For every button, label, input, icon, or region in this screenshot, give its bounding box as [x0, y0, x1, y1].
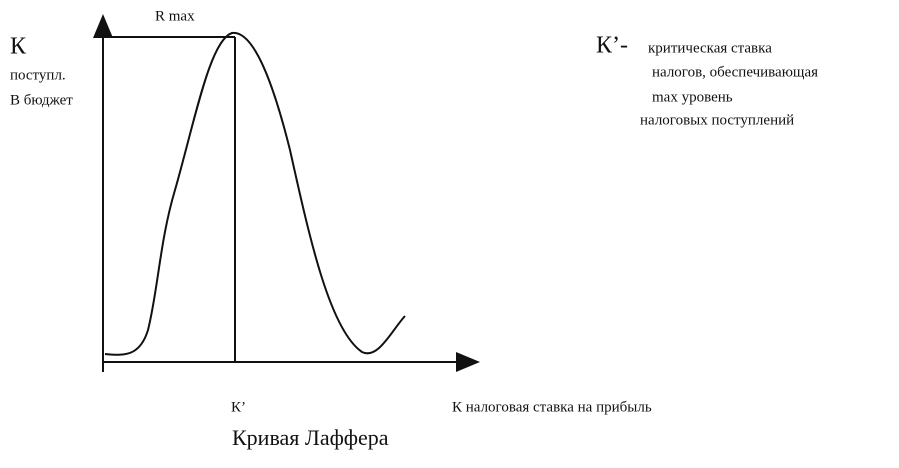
y-axis-label: В бюджет	[10, 92, 73, 108]
y-axis-label: поступл.	[10, 67, 66, 83]
laffer-curve	[104, 31, 406, 356]
r-max-label: R max	[155, 8, 195, 24]
x-axis-label: К налоговая ставка на прибыль	[452, 399, 652, 415]
y-axis-symbol: К	[10, 34, 27, 60]
legend-symbol: К’-	[596, 33, 628, 59]
legend-text: критическая ставка	[648, 40, 772, 56]
k-prime-label: К’	[231, 399, 246, 415]
legend-text: налогов, обеспечивающая	[652, 64, 818, 80]
legend-text: налоговых поступлений	[640, 112, 794, 128]
legend-text: max уровень	[652, 89, 733, 105]
title: Кривая Лаффера	[232, 425, 389, 450]
